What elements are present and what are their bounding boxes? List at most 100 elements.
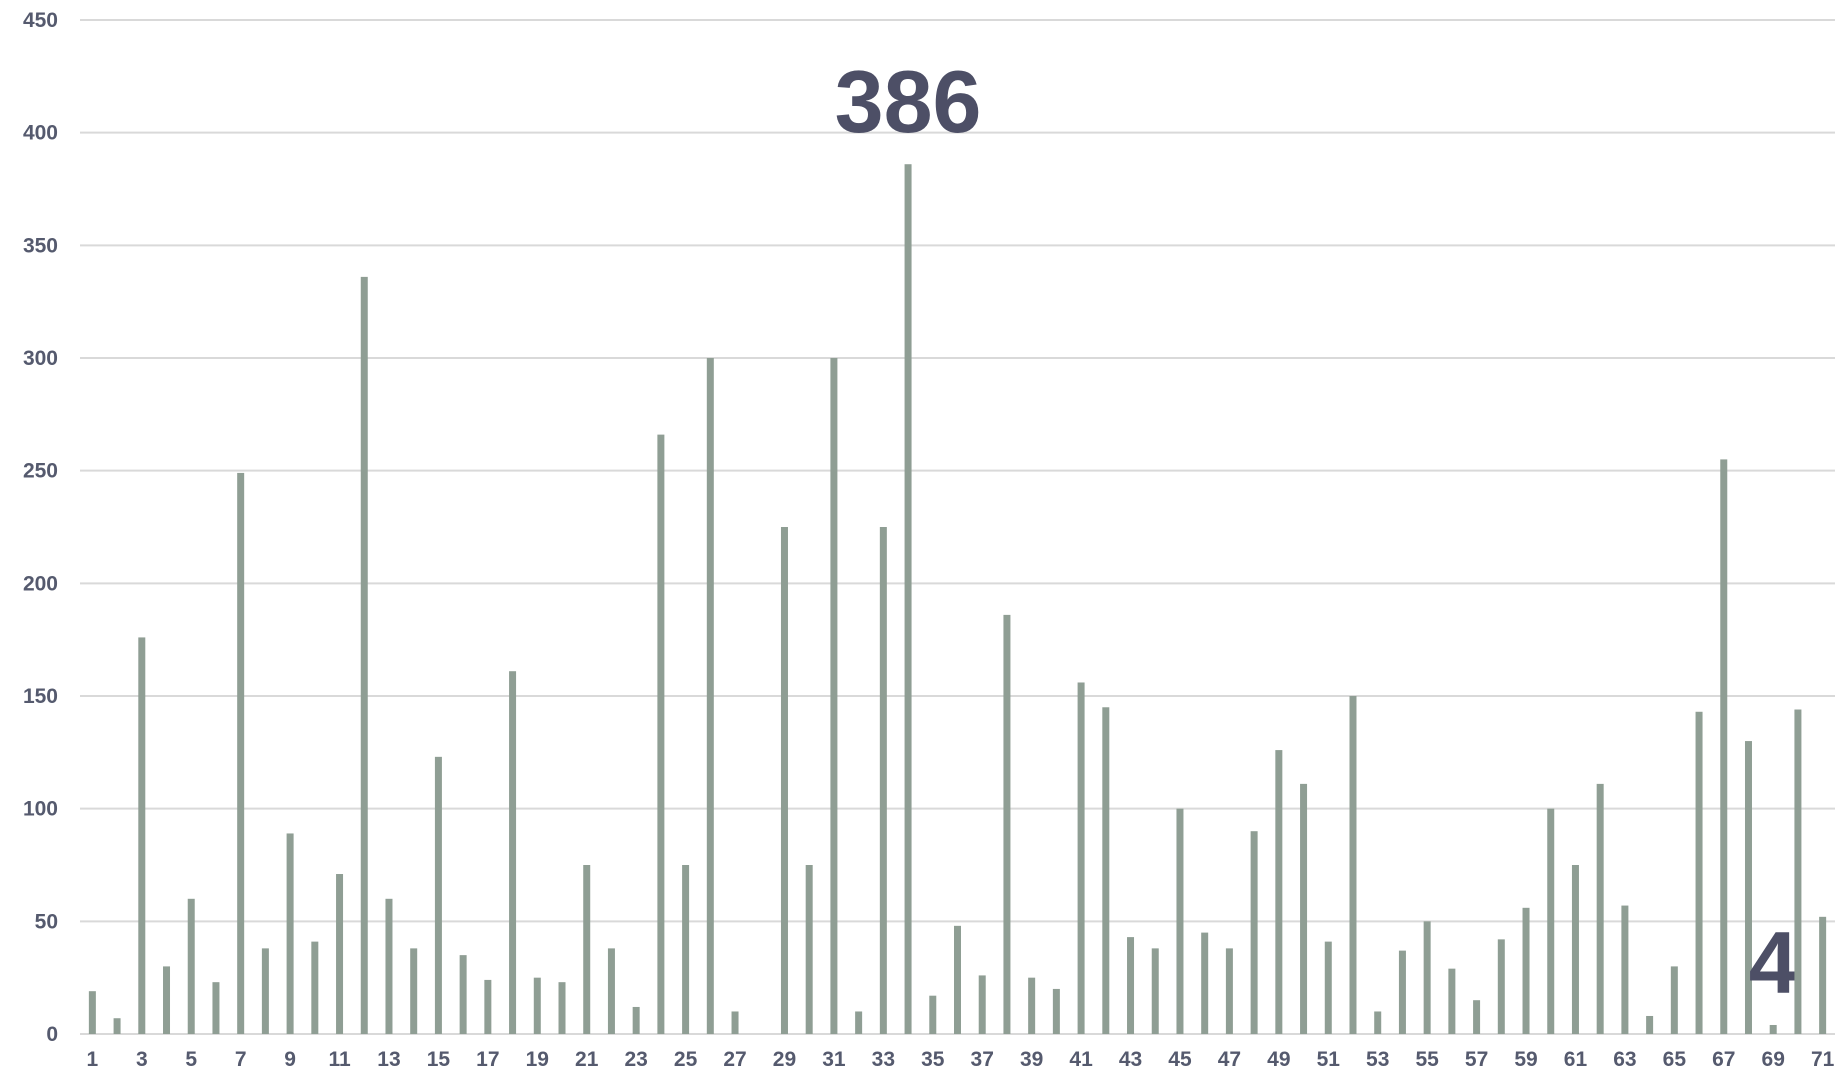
x-tick-label: 1 [87, 1048, 99, 1071]
x-tick-label: 11 [328, 1048, 351, 1071]
y-tick-label: 100 [23, 798, 58, 821]
bar [533, 977, 541, 1034]
x-tick-label: 65 [1663, 1048, 1687, 1071]
bar [632, 1006, 640, 1034]
bar [360, 276, 368, 1034]
x-tick-label: 31 [822, 1048, 846, 1071]
bar [336, 874, 344, 1034]
bar [904, 164, 912, 1035]
bar [1621, 905, 1629, 1034]
x-tick-label: 13 [377, 1048, 400, 1071]
x-tick-label: 3 [136, 1048, 148, 1071]
x-tick-label: 27 [723, 1048, 746, 1071]
bar [830, 358, 838, 1034]
bar [1819, 916, 1827, 1034]
bar [558, 982, 566, 1034]
x-tick-label: 67 [1712, 1048, 1735, 1071]
bar [780, 527, 788, 1034]
x-tick-label: 47 [1218, 1048, 1241, 1071]
bar [1052, 988, 1060, 1034]
bar [1250, 831, 1258, 1034]
bar [1646, 1015, 1654, 1034]
x-tick-label: 41 [1069, 1048, 1093, 1071]
bar [1448, 968, 1456, 1034]
bar [1102, 707, 1110, 1034]
bar [607, 948, 615, 1034]
bar [1744, 741, 1752, 1034]
bar [113, 1018, 121, 1034]
x-tick-label: 25 [674, 1048, 698, 1071]
bar [88, 991, 96, 1034]
bar [1300, 783, 1308, 1034]
bar [1349, 696, 1357, 1034]
bar [1324, 941, 1332, 1034]
x-tick-label: 7 [235, 1048, 247, 1071]
x-tick-label: 23 [624, 1048, 647, 1071]
bar [1151, 948, 1159, 1034]
x-tick-label: 39 [1020, 1048, 1043, 1071]
bar [1596, 783, 1604, 1034]
bar [484, 979, 492, 1034]
x-tick-label: 37 [971, 1048, 994, 1071]
bar [706, 358, 714, 1034]
y-tick-label: 300 [23, 347, 58, 370]
bar [385, 898, 393, 1034]
bar [261, 948, 269, 1034]
bar [1028, 977, 1036, 1034]
bar [682, 865, 690, 1034]
x-tick-label: 71 [1811, 1048, 1835, 1071]
y-tick-label: 0 [46, 1023, 58, 1046]
x-tick-label: 61 [1564, 1048, 1588, 1071]
x-tick-label: 51 [1317, 1048, 1341, 1071]
bar [978, 975, 986, 1034]
bar [1423, 921, 1431, 1034]
x-tick-label: 63 [1613, 1048, 1636, 1071]
x-tick-label: 29 [773, 1048, 796, 1071]
bar [1225, 948, 1233, 1034]
y-tick-label: 50 [35, 910, 58, 933]
bar [1077, 682, 1085, 1034]
bar [187, 898, 195, 1034]
y-tick-label: 250 [23, 460, 58, 483]
bar [583, 865, 591, 1034]
bar [657, 434, 665, 1034]
bar [929, 995, 937, 1034]
bar [410, 948, 418, 1034]
bar [1794, 709, 1802, 1034]
bar [855, 1011, 863, 1034]
bar [1522, 907, 1530, 1034]
y-tick-label: 400 [23, 122, 58, 145]
bar [1769, 1024, 1777, 1034]
bar [1473, 1000, 1481, 1034]
bar [1547, 808, 1555, 1034]
bar [1720, 459, 1728, 1034]
bar [311, 941, 319, 1034]
x-tick-label: 45 [1168, 1048, 1192, 1071]
x-tick-label: 69 [1762, 1048, 1785, 1071]
x-tick-label: 59 [1514, 1048, 1537, 1071]
bar [1497, 939, 1505, 1034]
bar [138, 637, 146, 1034]
x-tick-label: 21 [575, 1048, 599, 1071]
bar [1571, 865, 1579, 1034]
y-tick-label: 200 [23, 572, 58, 595]
bar [731, 1011, 739, 1034]
x-tick-label: 5 [185, 1048, 197, 1071]
x-tick-label: 49 [1267, 1048, 1290, 1071]
bar [1201, 932, 1209, 1034]
bar [1670, 966, 1678, 1034]
x-tick-label: 43 [1119, 1048, 1142, 1071]
x-tick-label: 35 [921, 1048, 945, 1071]
x-tick-label: 19 [526, 1048, 549, 1071]
data-label: 4 [1749, 913, 1798, 1012]
y-tick-label: 450 [23, 9, 58, 32]
bar [1695, 711, 1703, 1034]
bar [286, 833, 294, 1034]
bar [954, 925, 961, 1034]
y-tick-label: 150 [23, 685, 58, 708]
bar [212, 982, 220, 1034]
bar [879, 527, 887, 1034]
bar [237, 472, 245, 1034]
bar [1398, 950, 1406, 1034]
